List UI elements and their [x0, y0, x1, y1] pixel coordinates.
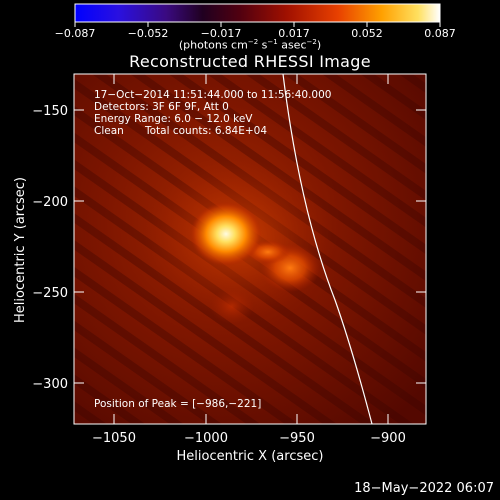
colorbar-area: −0.087 −0.052 −0.017 0.017 0.052 0.087	[55, 3, 456, 40]
total-counts-text: Total counts: 6.84E+04	[144, 125, 267, 137]
info-block: 17−Oct−2014 11:51:44.000 to 11:56:40.000…	[94, 89, 331, 137]
solar-limb-line	[282, 74, 373, 424]
colorbar	[74, 3, 441, 23]
colorbar-tick-label: −0.052	[128, 27, 169, 40]
y-tick-label: −250	[32, 286, 68, 301]
plot-frame	[73, 73, 427, 425]
time-range-text: 17−Oct−2014 11:51:44.000 to 11:56:40.000	[94, 89, 331, 101]
colorbar-ticks	[74, 22, 441, 27]
detectors-text: Detectors: 3F 6F 9F, Att 0	[94, 101, 229, 113]
x-tick-label: −900	[370, 431, 406, 446]
method-text: Clean	[94, 125, 124, 137]
axis-ticks	[74, 74, 426, 424]
colorbar-tick-label: −0.017	[201, 27, 242, 40]
x-tick-label: −1050	[92, 431, 136, 446]
y-tick-label: −150	[32, 104, 68, 119]
y-tick-label: −200	[32, 195, 68, 210]
x-axis-label: Heliocentric X (arcsec)	[177, 449, 324, 464]
rhessi-image	[74, 74, 426, 424]
colorbar-unit-label: (photons cm−2 s−1 asec−2)	[178, 38, 322, 52]
colorbar-tick-label: 0.052	[351, 27, 383, 40]
plot-title: Reconstructed RHESSI Image	[129, 52, 371, 71]
x-tick-label: −1000	[184, 431, 228, 446]
peak-position-text: Position of Peak = [−986,−221]	[94, 398, 261, 410]
colorbar-tick-label: −0.087	[55, 27, 96, 40]
y-axis-label: Heliocentric Y (arcsec)	[13, 177, 28, 323]
colorbar-tick-label: 0.017	[278, 27, 310, 40]
energy-range-text: Energy Range: 6.0 − 12.0 keV	[94, 113, 253, 125]
timestamp: 18−May−2022 06:07	[354, 481, 494, 496]
colorbar-tick-label: 0.087	[424, 27, 456, 40]
y-tick-label: −300	[32, 377, 68, 392]
x-tick-label: −950	[279, 431, 315, 446]
